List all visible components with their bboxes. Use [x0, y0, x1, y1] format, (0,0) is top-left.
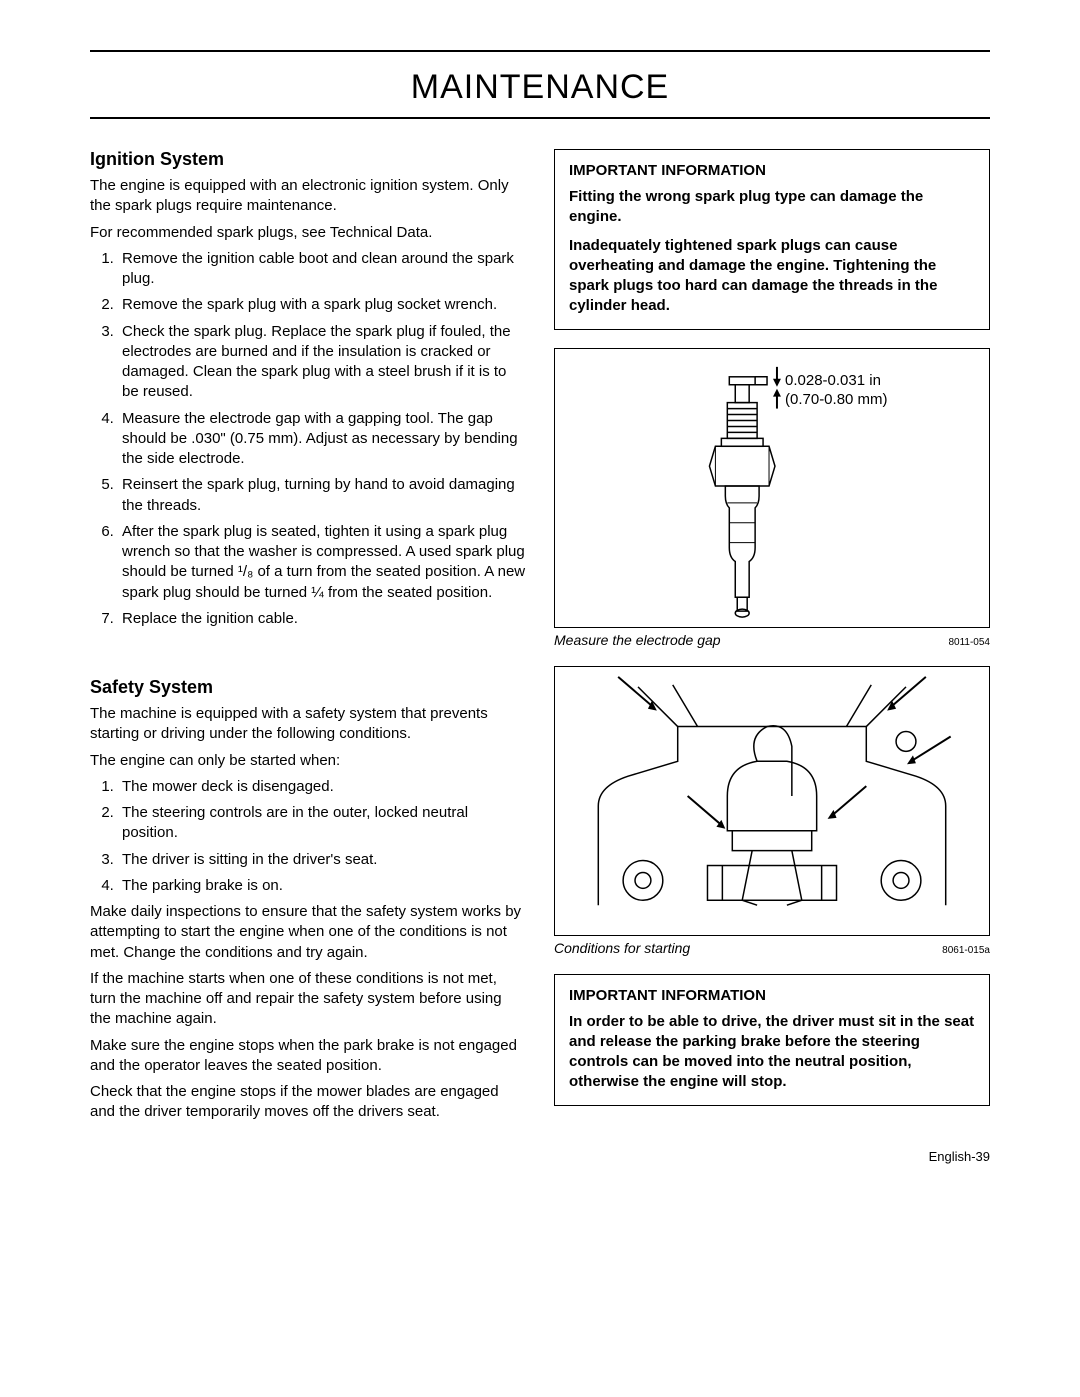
ignition-heading: Ignition System [90, 149, 526, 170]
safety-post-1: Make daily inspections to ensure that th… [90, 902, 526, 963]
spark-plug-figure: 0.028-0.031 in (0.70-0.80 mm) [554, 348, 990, 628]
info-box-text: Fitting the wrong spark plug type can da… [569, 187, 975, 228]
ignition-intro-1: The engine is equipped with an electroni… [90, 176, 526, 217]
safety-post-3: Make sure the engine stops when the park… [90, 1036, 526, 1077]
figure-1-caption: Measure the electrode gap [554, 632, 721, 648]
ignition-step: Measure the electrode gap with a gapping… [118, 409, 526, 470]
safety-step: The parking brake is on. [118, 876, 526, 896]
safety-post-2: If the machine starts when one of these … [90, 969, 526, 1030]
ignition-step: After the spark plug is seated, tighten … [118, 522, 526, 603]
info-box-text: In order to be able to drive, the driver… [569, 1012, 975, 1093]
safety-post-4: Check that the engine stops if the mower… [90, 1082, 526, 1123]
gap-mm: (0.70-0.80 mm) [785, 391, 888, 408]
starting-conditions-figure [554, 666, 990, 936]
figure-2-id: 8061-015a [942, 945, 990, 956]
ignition-intro-2: For recommended spark plugs, see Technic… [90, 223, 526, 243]
ignition-step: Remove the spark plug with a spark plug … [118, 295, 526, 315]
safety-step: The mower deck is disengaged. [118, 777, 526, 797]
mower-illustration [555, 667, 989, 935]
safety-heading: Safety System [90, 677, 526, 698]
spark-plug-illustration [555, 349, 989, 627]
gap-inches: 0.028-0.031 in [785, 372, 881, 389]
figure-2-caption: Conditions for starting [554, 940, 690, 956]
ignition-step: Reinsert the spark plug, turning by hand… [118, 475, 526, 516]
ignition-steps: Remove the ignition cable boot and clean… [90, 249, 526, 629]
page-footer: English-39 [90, 1149, 990, 1164]
ignition-step: Replace the ignition cable. [118, 609, 526, 629]
important-info-box-2: IMPORTANT INFORMATION In order to be abl… [554, 974, 990, 1106]
page-title: MAINTENANCE [90, 52, 990, 117]
figure-1-id: 8011-054 [948, 637, 990, 648]
ignition-step: Remove the ignition cable boot and clean… [118, 249, 526, 290]
safety-steps: The mower deck is disengaged. The steeri… [90, 777, 526, 896]
info-box-text: Inadequately tightened spark plugs can c… [569, 236, 975, 317]
safety-step: The steering controls are in the outer, … [118, 803, 526, 844]
info-box-title: IMPORTANT INFORMATION [569, 987, 975, 1004]
important-info-box-1: IMPORTANT INFORMATION Fitting the wrong … [554, 149, 990, 330]
safety-intro-2: The engine can only be started when: [90, 751, 526, 771]
ignition-step: Check the spark plug. Replace the spark … [118, 322, 526, 403]
info-box-title: IMPORTANT INFORMATION [569, 162, 975, 179]
safety-intro-1: The machine is equipped with a safety sy… [90, 704, 526, 745]
safety-step: The driver is sitting in the driver's se… [118, 850, 526, 870]
